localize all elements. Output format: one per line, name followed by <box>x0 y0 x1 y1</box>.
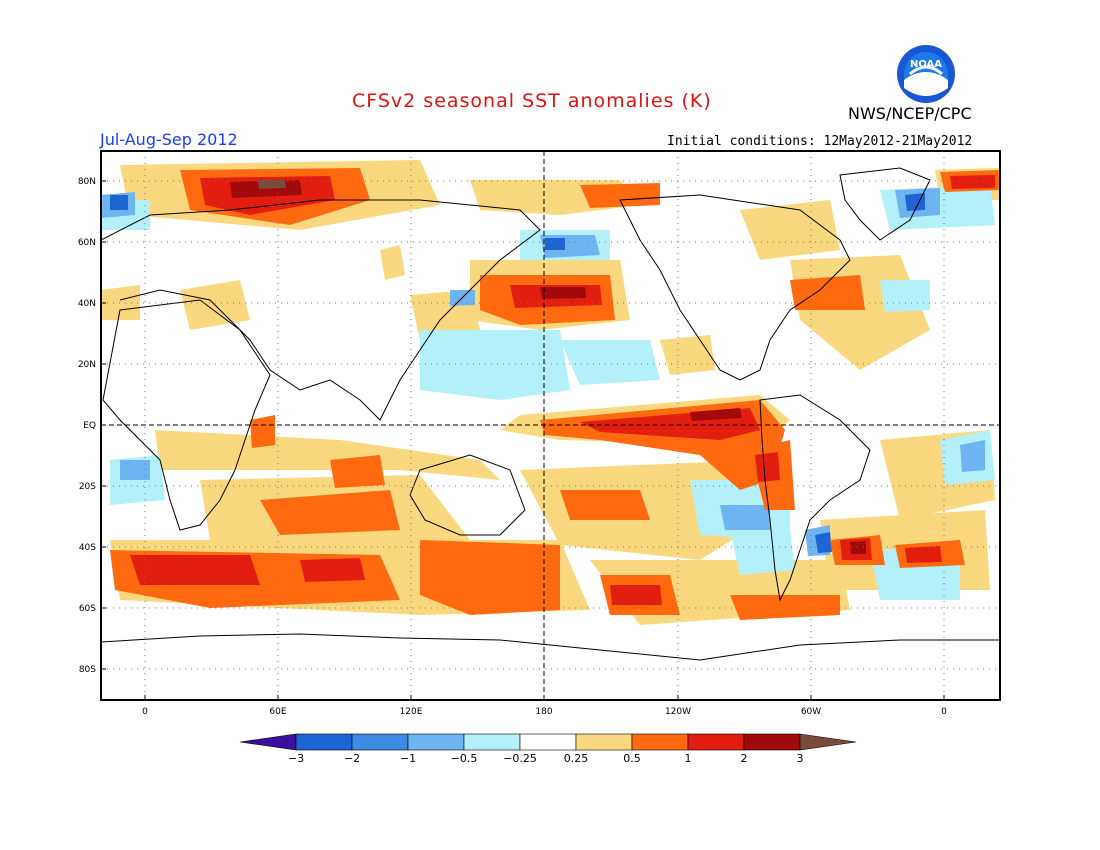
lon-label: 0 <box>941 707 947 717</box>
initial-conditions-label: Initial conditions: 12May2012-21May2012 <box>667 134 973 149</box>
lat-label: 80N <box>78 177 96 187</box>
latitude-labels: 80N 60N 40N 20N EQ 20S 40S 60S 80S <box>78 177 96 675</box>
agency-label: NWS/NCEP/CPC <box>848 104 972 123</box>
anomaly-field-light-cool <box>101 185 995 600</box>
lat-label: 80S <box>79 665 96 675</box>
lat-label: 60S <box>79 604 96 614</box>
lon-label: 60E <box>269 707 286 717</box>
lon-label: 0 <box>142 707 148 717</box>
lat-label: 60N <box>78 238 96 248</box>
longitude-labels: 0 60E 120E 180 120W 60W 0 <box>142 707 947 717</box>
lon-label: 60W <box>801 707 821 717</box>
noaa-logo-icon: NOAA <box>897 45 955 103</box>
lat-label: EQ <box>83 421 96 431</box>
coastlines <box>101 167 1000 661</box>
coastline-north-america <box>619 194 851 381</box>
lon-label: 120W <box>665 707 691 717</box>
coastline-south-america <box>759 394 871 602</box>
lat-label: 20S <box>79 482 96 492</box>
coastline-australia <box>409 454 526 536</box>
coastline-antarctica <box>101 633 1000 661</box>
logo-text: NOAA <box>910 59 942 70</box>
anomaly-field-extreme-warm <box>258 179 286 189</box>
lat-label: 20N <box>78 360 96 370</box>
map-title: CFSv2 seasonal SST anomalies (K) <box>352 90 712 112</box>
anomaly-field-strong-cool <box>110 193 925 553</box>
coastline-greenland <box>839 167 931 241</box>
anomaly-field-strong-warm <box>230 180 866 554</box>
axis-ticks <box>101 180 945 700</box>
lon-label: 120E <box>400 707 423 717</box>
lat-label: 40S <box>79 543 96 553</box>
season-label: Jul-Aug-Sep 2012 <box>100 130 238 149</box>
coastline-africa <box>102 299 271 531</box>
coastline-eurasia <box>101 199 541 421</box>
lat-label: 40N <box>78 299 96 309</box>
lon-label: 180 <box>535 707 552 717</box>
